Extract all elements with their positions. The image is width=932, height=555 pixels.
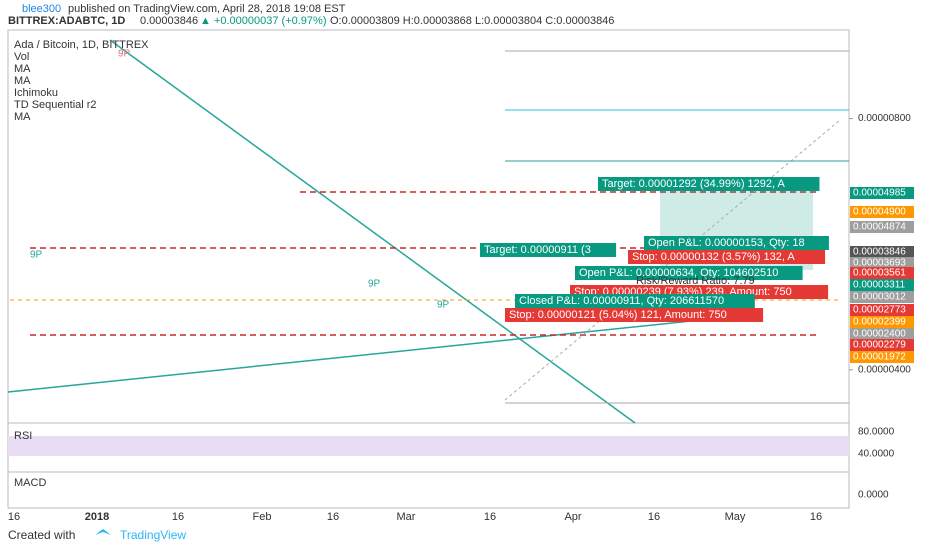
- x-tick-label: May: [725, 511, 746, 523]
- x-tick-label: 16: [8, 511, 20, 523]
- x-tick-label: 16: [172, 511, 184, 523]
- price-label-bg: [850, 187, 914, 199]
- price-label: 0.00004900: [853, 207, 906, 218]
- price-label-bg: [850, 291, 914, 303]
- rsi-title: RSI: [14, 430, 32, 442]
- legend-item: MA: [14, 75, 31, 87]
- price-label-bg: [850, 279, 914, 291]
- x-tick-label: 2018: [85, 511, 109, 523]
- footer-brand[interactable]: TradingView: [120, 528, 186, 542]
- x-tick-label: Mar: [397, 511, 416, 523]
- ticker: BITTREX:ADABTC, 1D: [8, 15, 125, 27]
- trendline: [109, 39, 636, 424]
- price-label: 0.00003012: [853, 292, 906, 303]
- trade-label: Closed P&L: 0.00000911, Qty: 206611570: [519, 295, 724, 307]
- trade-label: Stop: 0.00000132 (3.57%) 132, A: [632, 251, 795, 263]
- logo: [95, 529, 111, 535]
- price-label-bg: [850, 316, 914, 328]
- legend-item: MA: [14, 63, 31, 75]
- td-mark: 9P: [30, 250, 43, 261]
- macd-tick: 0.0000: [858, 490, 889, 501]
- published: published on TradingView.com, April 28, …: [68, 3, 346, 15]
- legend-item: TD Sequential r2: [14, 99, 97, 111]
- legend-item: Vol: [14, 51, 29, 63]
- trade-label-bg: [644, 236, 829, 250]
- x-tick-label: 16: [810, 511, 822, 523]
- x-tick-label: 16: [327, 511, 339, 523]
- trade-label-bg: [575, 266, 803, 280]
- price-label: 0.00003846: [853, 247, 906, 258]
- price-label-bg: [850, 267, 914, 279]
- legend-item: MA: [14, 111, 31, 123]
- td-mark: 9P: [368, 279, 381, 290]
- price-label-bg: [850, 206, 914, 218]
- price-label: 0.00004985: [853, 188, 906, 199]
- x-tick-label: 16: [484, 511, 496, 523]
- td-mark: 9P: [118, 49, 131, 60]
- trade-label: Risk/Reward Ratio: 7.79: [636, 275, 755, 287]
- x-tick-label: Feb: [253, 511, 272, 523]
- trade-label: Open P&L: 0.00000153, Qty: 18: [648, 237, 805, 249]
- td-mark: 9P: [437, 300, 450, 311]
- legend-item: Ada / Bitcoin, 1D, BITTREX: [14, 39, 149, 51]
- macd-title: MACD: [14, 477, 46, 489]
- change: ▲ +0.00000037 (+0.97%): [200, 15, 326, 27]
- last: 0.00003846: [140, 15, 198, 27]
- price-label-bg: [850, 246, 914, 258]
- price-label-bg: [850, 257, 914, 269]
- price-label-bg: [850, 328, 914, 340]
- trade-label-bg: [515, 294, 755, 308]
- y-tick-label: 0.00000800: [858, 113, 911, 124]
- trade-label: Stop: 0.00000121 (5.04%) 121, Amount: 75…: [509, 309, 727, 321]
- rsi-band: [8, 436, 849, 456]
- trade-label-bg: [598, 177, 820, 191]
- ohlc: O:0.00003809 H:0.00003868 L:0.00003804 C…: [330, 15, 614, 27]
- trade-label-bg: [628, 250, 826, 264]
- trade-label: Open P&L: 0.00000634, Qty: 104602510: [579, 267, 778, 279]
- price-label: 0.00002399: [853, 317, 906, 328]
- price-label: 0.00002400: [853, 329, 906, 340]
- price-label: 0.00002279: [853, 340, 906, 351]
- price-label-bg: [850, 351, 914, 363]
- rsi-tick: 80.0000: [858, 427, 895, 438]
- x-tick-label: 16: [648, 511, 660, 523]
- trade-label-bg: [480, 243, 617, 257]
- trade-label: Target: 0.00000911 (3: [484, 244, 591, 256]
- footer-created: Created with: [8, 528, 75, 542]
- price-label: 0.00003561: [853, 268, 906, 279]
- rsi-tick: 40.0000: [858, 449, 895, 460]
- x-tick-label: Apr: [564, 511, 581, 523]
- trendline: [7, 317, 721, 393]
- legend-item: Ichimoku: [14, 87, 58, 99]
- price-label-bg: [850, 304, 914, 316]
- trade-label-bg: [505, 308, 764, 322]
- price-label-bg: [850, 339, 914, 351]
- price-label-bg: [850, 221, 914, 233]
- price-label: 0.00001972: [853, 352, 906, 363]
- author[interactable]: blee300: [22, 3, 61, 15]
- trade-label: Target: 0.00001292 (34.99%) 1292, A: [602, 178, 786, 190]
- price-label: 0.00004874: [853, 222, 906, 233]
- price-label: 0.00002773: [853, 305, 906, 316]
- y-tick-label: 0.00000400: [858, 364, 911, 375]
- price-label: 0.00003311: [853, 280, 906, 291]
- price-label: 0.00003693: [853, 258, 906, 269]
